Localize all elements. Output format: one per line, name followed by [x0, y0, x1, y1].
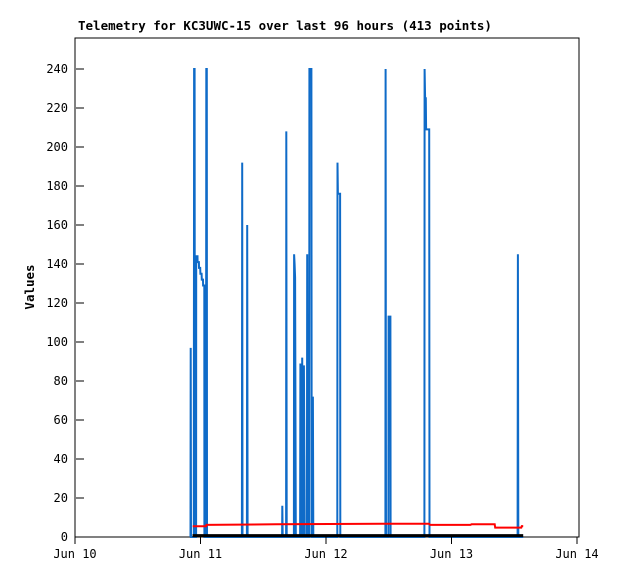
chart-title: Telemetry for KC3UWC-15 over last 96 hou…	[78, 18, 492, 33]
y-tick-label: 220	[46, 101, 68, 115]
x-tick-label: Jun 14	[555, 547, 598, 561]
y-tick-label: 140	[46, 257, 68, 271]
y-tick-label: 100	[46, 335, 68, 349]
series-group	[189, 68, 524, 538]
x-tick-label: Jun 12	[304, 547, 347, 561]
y-tick-label: 60	[54, 413, 68, 427]
y-axis-label: Values	[22, 264, 37, 309]
y-axis-ticks: 0 20 40 60 80 100 120 140 160 180 200 220 240	[46, 62, 84, 544]
y-tick-label: 200	[46, 140, 68, 154]
series-line-telemetry-values-blue	[189, 68, 524, 538]
x-tick-label: Jun 10	[53, 547, 96, 561]
x-axis-ticks: Jun 10 Jun 11 Jun 12 Jun 13 Jun 14	[53, 537, 599, 561]
series-line-telemetry-values-red	[192, 522, 524, 529]
y-tick-label: 80	[54, 374, 68, 388]
y-tick-label: 120	[46, 296, 68, 310]
y-tick-label: 240	[46, 62, 68, 76]
y-tick-label: 180	[46, 179, 68, 193]
y-tick-label: 40	[54, 452, 68, 466]
plot-border	[74, 37, 580, 538]
y-tick-label: 20	[54, 491, 68, 505]
x-tick-label: Jun 13	[430, 547, 473, 561]
y-tick-label: 160	[46, 218, 68, 232]
y-tick-label: 0	[61, 530, 68, 544]
x-tick-label: Jun 11	[179, 547, 222, 561]
